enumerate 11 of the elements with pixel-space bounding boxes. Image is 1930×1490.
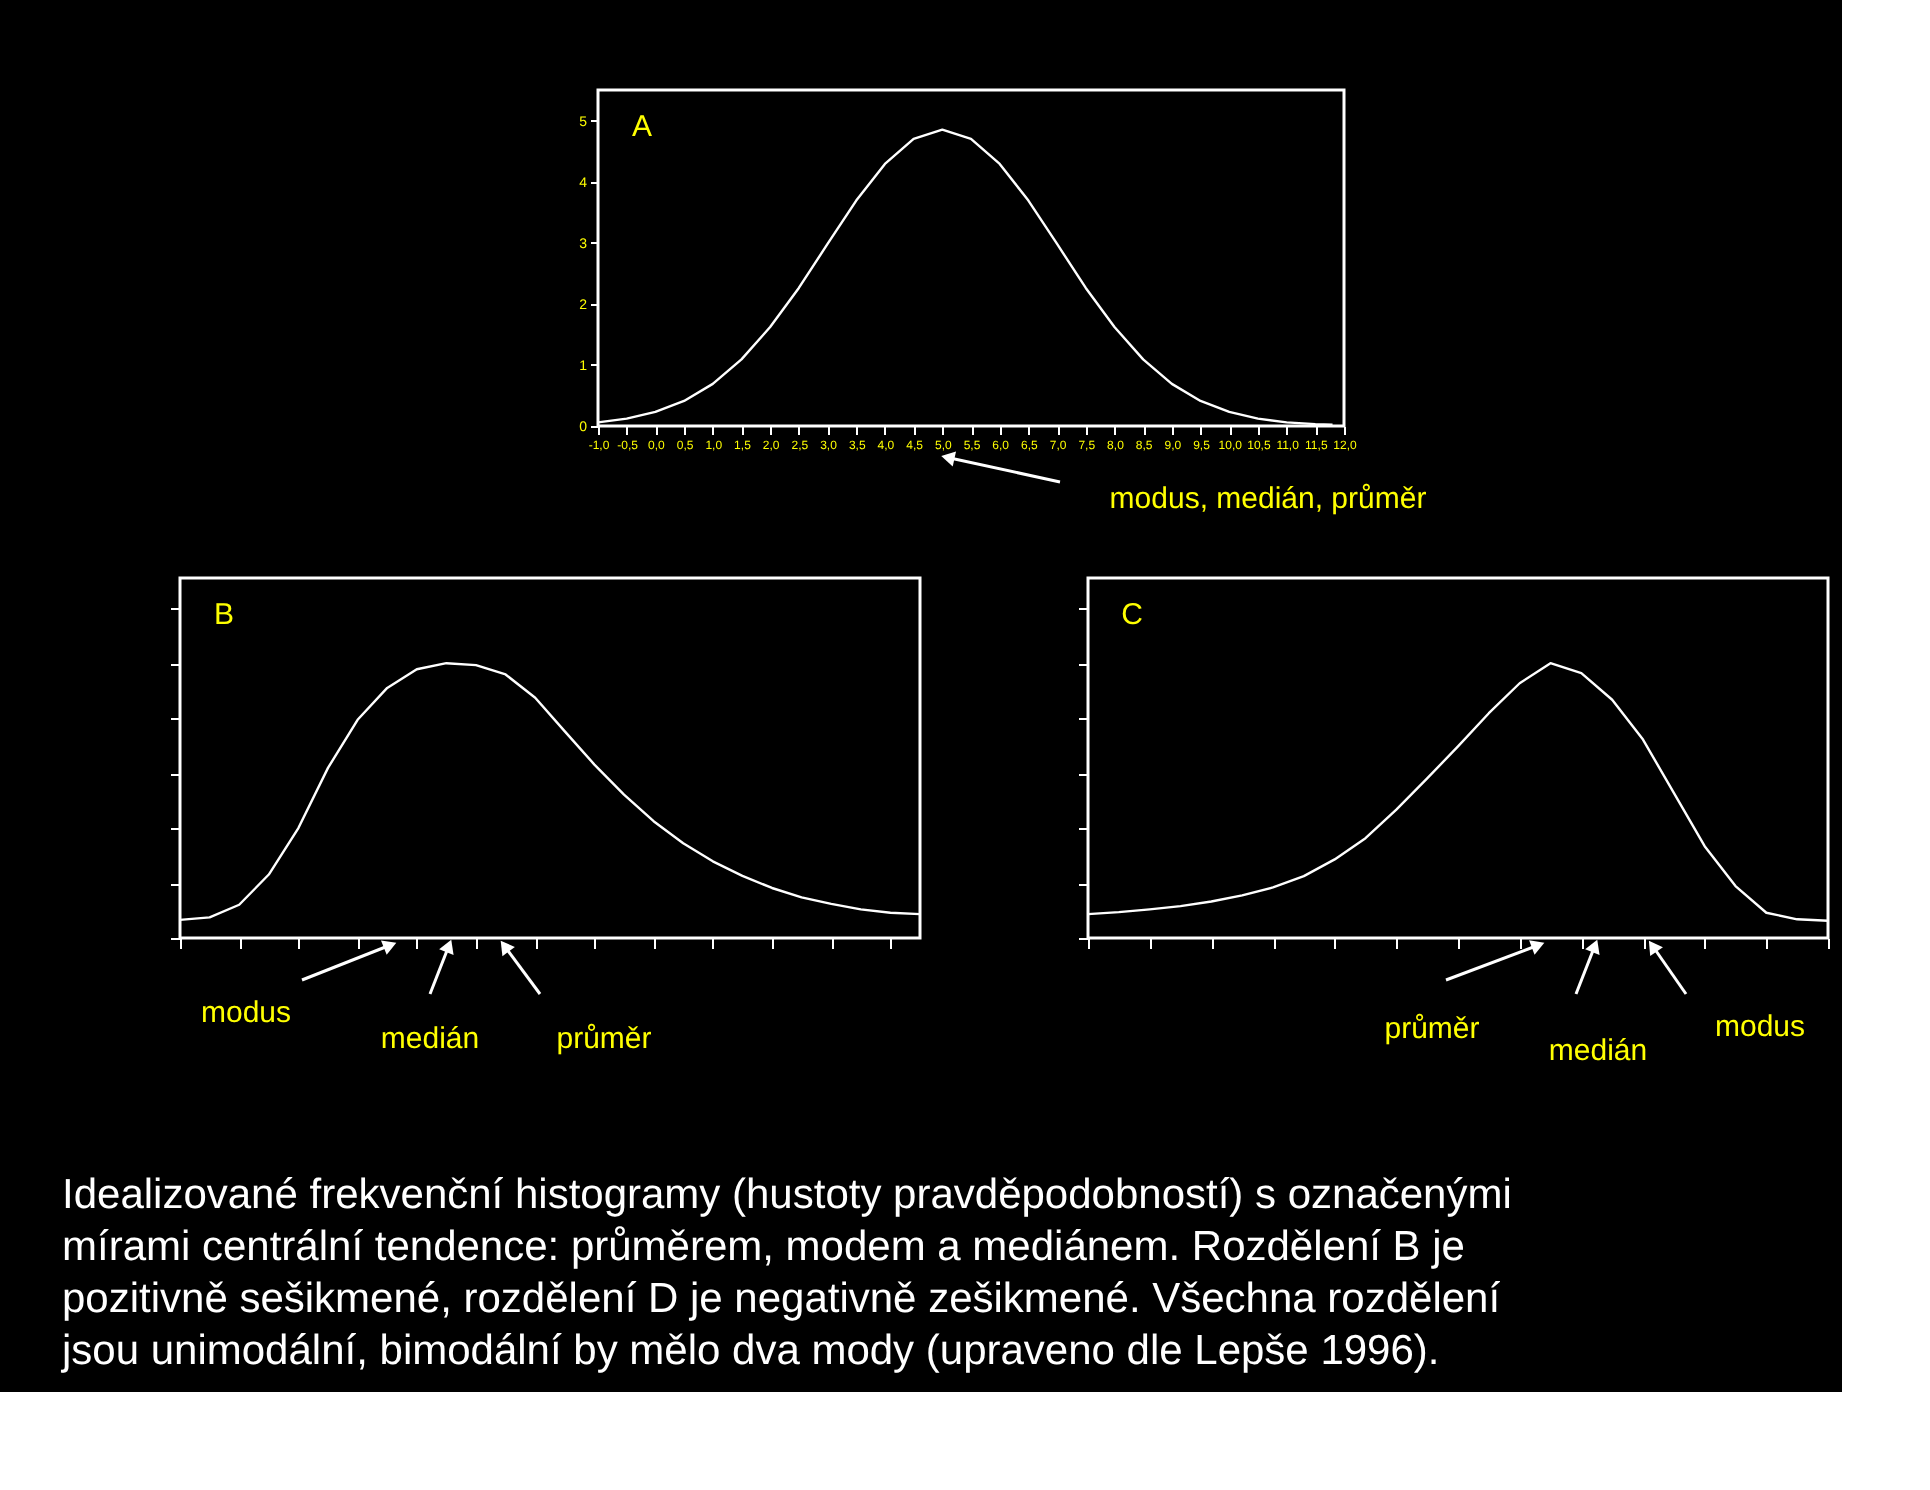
- text: modus, medián, průměr: [1109, 482, 1427, 516]
- chart-title: C: [1121, 598, 1144, 632]
- text: modus: [1714, 1010, 1806, 1044]
- text: medián: [1548, 1034, 1648, 1068]
- text: modus: [200, 996, 292, 1030]
- text: A: [631, 110, 653, 144]
- text: průměr: [556, 1022, 652, 1056]
- text: průměr: [1384, 1012, 1480, 1046]
- text: Idealizované frekvenční histogramy (hustoty pravděpodobností) s označenými mírami centrální tendence: průměrem, modem a mediánem. Rozdělení B je pozitivně sešikmené, rozdělení D je negativně zešikmené. Všechna rozdělení jsou unimodální, bimodální by mělo dva mody (upraveno dle Lepše 1996).: [60, 1172, 1512, 1374]
- text: medián: [380, 1022, 480, 1056]
- chart-title: B: [213, 598, 235, 632]
